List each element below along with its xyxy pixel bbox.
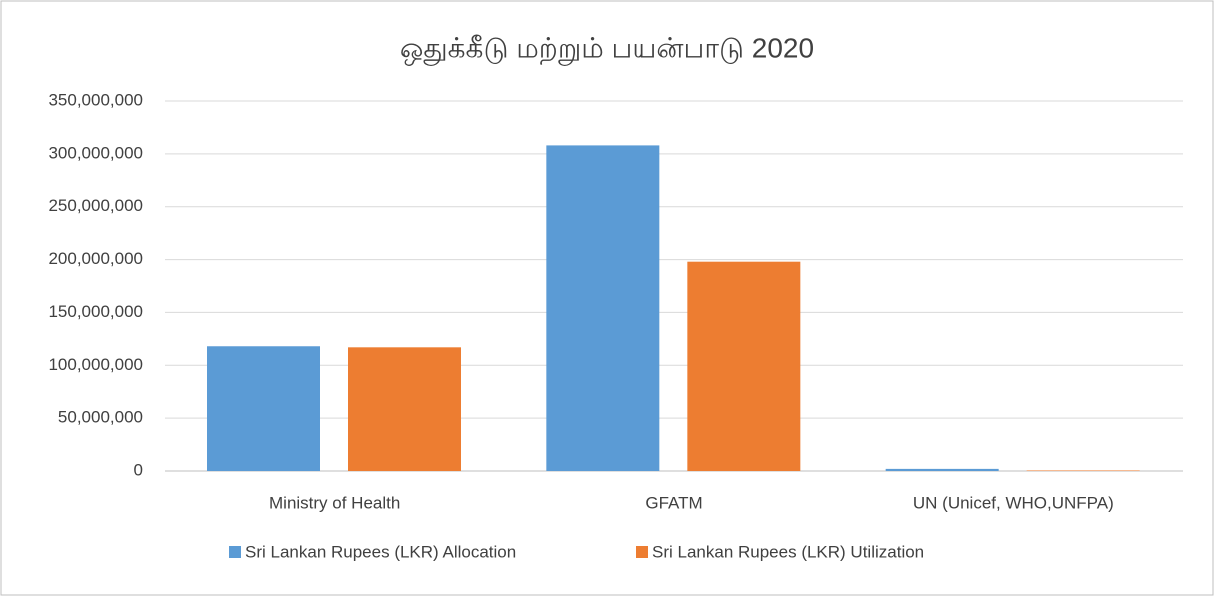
bar bbox=[885, 468, 999, 471]
x-tick-label: Ministry of Health bbox=[269, 493, 400, 512]
y-tick-label: 100,000,000 bbox=[48, 355, 143, 374]
y-tick-label: 200,000,000 bbox=[48, 249, 143, 268]
y-tick-label: 250,000,000 bbox=[48, 196, 143, 215]
y-tick-label: 0 bbox=[134, 460, 143, 479]
chart-title: ஒதுக்கீடு மற்றும் பயன்பாடு 2020 bbox=[400, 32, 814, 66]
bar bbox=[348, 347, 461, 471]
x-tick-label: UN (Unicef, WHO,UNFPA) bbox=[913, 493, 1114, 512]
bar bbox=[1026, 470, 1140, 471]
legend-swatch bbox=[636, 546, 648, 558]
bar bbox=[207, 346, 320, 471]
legend-label: Sri Lankan Rupees (LKR) Allocation bbox=[245, 542, 516, 561]
legend-label: Sri Lankan Rupees (LKR) Utilization bbox=[652, 542, 924, 561]
bar bbox=[546, 145, 660, 471]
x-tick-label: GFATM bbox=[645, 493, 702, 512]
y-tick-label: 300,000,000 bbox=[48, 143, 143, 162]
y-tick-label: 150,000,000 bbox=[48, 302, 143, 321]
bar bbox=[687, 261, 801, 471]
y-tick-label: 350,000,000 bbox=[48, 90, 143, 109]
y-tick-label: 50,000,000 bbox=[58, 408, 143, 427]
legend-swatch bbox=[229, 546, 241, 558]
